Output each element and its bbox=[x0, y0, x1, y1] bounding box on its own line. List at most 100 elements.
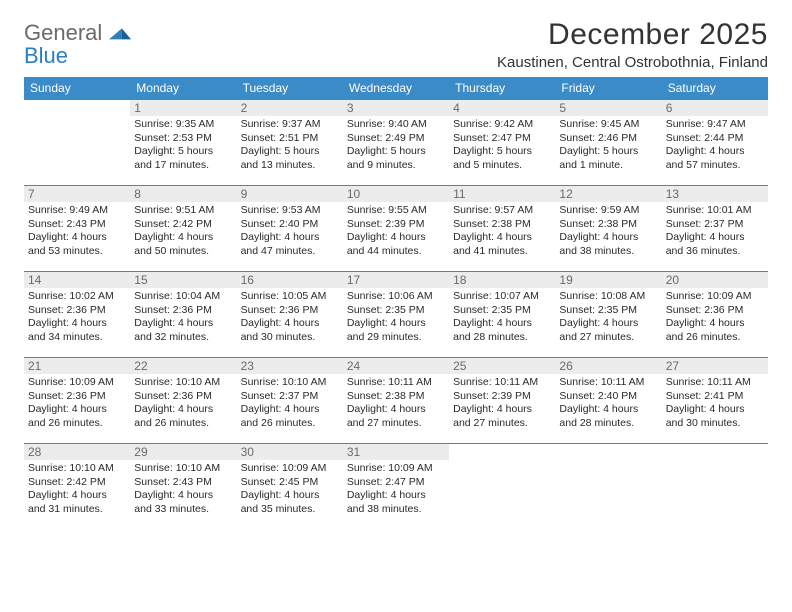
day-details: Sunrise: 9:42 AMSunset: 2:47 PMDaylight:… bbox=[453, 118, 551, 173]
day-number: 30 bbox=[237, 444, 343, 460]
calendar-table: SundayMondayTuesdayWednesdayThursdayFrid… bbox=[24, 77, 768, 530]
day-details: Sunrise: 10:11 AMSunset: 2:41 PMDaylight… bbox=[666, 376, 764, 431]
calendar-cell bbox=[555, 444, 661, 530]
day-details: Sunrise: 9:35 AMSunset: 2:53 PMDaylight:… bbox=[134, 118, 232, 173]
day-details: Sunrise: 10:06 AMSunset: 2:35 PMDaylight… bbox=[347, 290, 445, 345]
calendar-body: 1 Sunrise: 9:35 AMSunset: 2:53 PMDaylight… bbox=[24, 100, 768, 530]
day-number: 13 bbox=[662, 186, 768, 202]
calendar-cell: 7 Sunrise: 9:49 AMSunset: 2:43 PMDaylight… bbox=[24, 186, 130, 272]
logo: General Blue bbox=[24, 18, 131, 68]
day-number: 24 bbox=[343, 358, 449, 374]
day-details: Sunrise: 10:10 AMSunset: 2:42 PMDaylight… bbox=[28, 462, 126, 517]
logo-word2: Blue bbox=[24, 43, 68, 68]
calendar-cell: 28 Sunrise: 10:10 AMSunset: 2:42 PMDaylig… bbox=[24, 444, 130, 530]
day-number: 14 bbox=[24, 272, 130, 288]
day-details: Sunrise: 10:09 AMSunset: 2:45 PMDaylight… bbox=[241, 462, 339, 517]
day-number: 18 bbox=[449, 272, 555, 288]
day-header: Saturday bbox=[662, 77, 768, 100]
day-details: Sunrise: 9:49 AMSunset: 2:43 PMDaylight:… bbox=[28, 204, 126, 259]
calendar-cell: 16 Sunrise: 10:05 AMSunset: 2:36 PMDaylig… bbox=[237, 272, 343, 358]
day-header: Tuesday bbox=[237, 77, 343, 100]
day-details: Sunrise: 10:09 AMSunset: 2:36 PMDaylight… bbox=[28, 376, 126, 431]
calendar-row: 21Sunrise: 10:09 AMSunset: 2:36 PMDaylig… bbox=[24, 358, 768, 444]
day-details: Sunrise: 10:09 AMSunset: 2:36 PMDaylight… bbox=[666, 290, 764, 345]
day-number: 29 bbox=[130, 444, 236, 460]
day-number: 1 bbox=[130, 100, 236, 116]
calendar-row: 1 Sunrise: 9:35 AMSunset: 2:53 PMDaylight… bbox=[24, 100, 768, 186]
day-number: 19 bbox=[555, 272, 661, 288]
day-header: Wednesday bbox=[343, 77, 449, 100]
day-number: 12 bbox=[555, 186, 661, 202]
calendar-cell: 2Sunrise: 9:37 AMSunset: 2:51 PMDaylight… bbox=[237, 100, 343, 186]
calendar-cell: 23 Sunrise: 10:10 AMSunset: 2:37 PMDaylig… bbox=[237, 358, 343, 444]
day-number: 8 bbox=[130, 186, 236, 202]
day-number: 28 bbox=[24, 444, 130, 460]
calendar-cell: 25 Sunrise: 10:11 AMSunset: 2:39 PMDaylig… bbox=[449, 358, 555, 444]
triangle-icon bbox=[109, 24, 131, 40]
title-block: December 2025 Kaustinen, Central Ostrobo… bbox=[497, 18, 768, 71]
logo-text-block: General Blue bbox=[24, 22, 131, 68]
day-details: Sunrise: 10:04 AMSunset: 2:36 PMDaylight… bbox=[134, 290, 232, 345]
header-row: SundayMondayTuesdayWednesdayThursdayFrid… bbox=[24, 77, 768, 100]
calendar-cell: 30 Sunrise: 10:09 AMSunset: 2:45 PMDaylig… bbox=[237, 444, 343, 530]
day-details: Sunrise: 10:05 AMSunset: 2:36 PMDaylight… bbox=[241, 290, 339, 345]
day-number: 5 bbox=[555, 100, 661, 116]
calendar-cell: 3Sunrise: 9:40 AMSunset: 2:49 PMDaylight… bbox=[343, 100, 449, 186]
day-details: Sunrise: 10:10 AMSunset: 2:36 PMDaylight… bbox=[134, 376, 232, 431]
day-details: Sunrise: 10:10 AMSunset: 2:43 PMDaylight… bbox=[134, 462, 232, 517]
day-header: Monday bbox=[130, 77, 236, 100]
calendar-cell: 8 Sunrise: 9:51 AMSunset: 2:42 PMDaylight… bbox=[130, 186, 236, 272]
day-header: Friday bbox=[555, 77, 661, 100]
header: General Blue December 2025 Kaustinen, Ce… bbox=[24, 18, 768, 71]
day-number: 31 bbox=[343, 444, 449, 460]
calendar-cell bbox=[24, 100, 130, 186]
calendar-cell: 9Sunrise: 9:53 AMSunset: 2:40 PMDaylight… bbox=[237, 186, 343, 272]
calendar-cell: 29 Sunrise: 10:10 AMSunset: 2:43 PMDaylig… bbox=[130, 444, 236, 530]
day-details: Sunrise: 10:01 AMSunset: 2:37 PMDaylight… bbox=[666, 204, 764, 259]
day-number: 20 bbox=[662, 272, 768, 288]
day-number: 4 bbox=[449, 100, 555, 116]
calendar-row: 14 Sunrise: 10:02 AMSunset: 2:36 PMDaylig… bbox=[24, 272, 768, 358]
day-number: 25 bbox=[449, 358, 555, 374]
day-number: 6 bbox=[662, 100, 768, 116]
calendar-cell: 6 Sunrise: 9:47 AMSunset: 2:44 PMDaylight… bbox=[662, 100, 768, 186]
day-details: Sunrise: 9:55 AMSunset: 2:39 PMDaylight:… bbox=[347, 204, 445, 259]
calendar-row: 7 Sunrise: 9:49 AMSunset: 2:43 PMDaylight… bbox=[24, 186, 768, 272]
calendar-cell: 15Sunrise: 10:04 AMSunset: 2:36 PMDaylig… bbox=[130, 272, 236, 358]
calendar-cell bbox=[662, 444, 768, 530]
day-number: 27 bbox=[662, 358, 768, 374]
calendar-cell: 18Sunrise: 10:07 AMSunset: 2:35 PMDaylig… bbox=[449, 272, 555, 358]
day-details: Sunrise: 10:08 AMSunset: 2:35 PMDaylight… bbox=[559, 290, 657, 345]
day-details: Sunrise: 10:10 AMSunset: 2:37 PMDaylight… bbox=[241, 376, 339, 431]
day-header: Sunday bbox=[24, 77, 130, 100]
day-details: Sunrise: 9:47 AMSunset: 2:44 PMDaylight:… bbox=[666, 118, 764, 173]
day-number: 2 bbox=[237, 100, 343, 116]
day-number: 11 bbox=[449, 186, 555, 202]
day-details: Sunrise: 9:45 AMSunset: 2:46 PMDaylight:… bbox=[559, 118, 657, 173]
calendar-cell: 4 Sunrise: 9:42 AMSunset: 2:47 PMDaylight… bbox=[449, 100, 555, 186]
day-details: Sunrise: 10:02 AMSunset: 2:36 PMDaylight… bbox=[28, 290, 126, 345]
calendar-cell: 20 Sunrise: 10:09 AMSunset: 2:36 PMDaylig… bbox=[662, 272, 768, 358]
day-number: 16 bbox=[237, 272, 343, 288]
day-number: 7 bbox=[24, 186, 130, 202]
day-number: 17 bbox=[343, 272, 449, 288]
day-number: 23 bbox=[237, 358, 343, 374]
day-header: Thursday bbox=[449, 77, 555, 100]
day-details: Sunrise: 9:51 AMSunset: 2:42 PMDaylight:… bbox=[134, 204, 232, 259]
calendar-cell: 24 Sunrise: 10:11 AMSunset: 2:38 PMDaylig… bbox=[343, 358, 449, 444]
calendar-cell: 27 Sunrise: 10:11 AMSunset: 2:41 PMDaylig… bbox=[662, 358, 768, 444]
day-number: 9 bbox=[237, 186, 343, 202]
calendar-cell: 14 Sunrise: 10:02 AMSunset: 2:36 PMDaylig… bbox=[24, 272, 130, 358]
calendar-cell: 11Sunrise: 9:57 AMSunset: 2:38 PMDayligh… bbox=[449, 186, 555, 272]
day-details: Sunrise: 10:11 AMSunset: 2:39 PMDaylight… bbox=[453, 376, 551, 431]
calendar-cell: 1 Sunrise: 9:35 AMSunset: 2:53 PMDaylight… bbox=[130, 100, 236, 186]
day-details: Sunrise: 10:09 AMSunset: 2:47 PMDaylight… bbox=[347, 462, 445, 517]
day-details: Sunrise: 10:11 AMSunset: 2:40 PMDaylight… bbox=[559, 376, 657, 431]
calendar-cell: 31 Sunrise: 10:09 AMSunset: 2:47 PMDaylig… bbox=[343, 444, 449, 530]
calendar-cell: 13 Sunrise: 10:01 AMSunset: 2:37 PMDaylig… bbox=[662, 186, 768, 272]
logo-word1: General bbox=[24, 20, 102, 45]
calendar-cell: 5 Sunrise: 9:45 AMSunset: 2:46 PMDaylight… bbox=[555, 100, 661, 186]
day-number: 10 bbox=[343, 186, 449, 202]
day-details: Sunrise: 10:11 AMSunset: 2:38 PMDaylight… bbox=[347, 376, 445, 431]
day-number: 22 bbox=[130, 358, 236, 374]
